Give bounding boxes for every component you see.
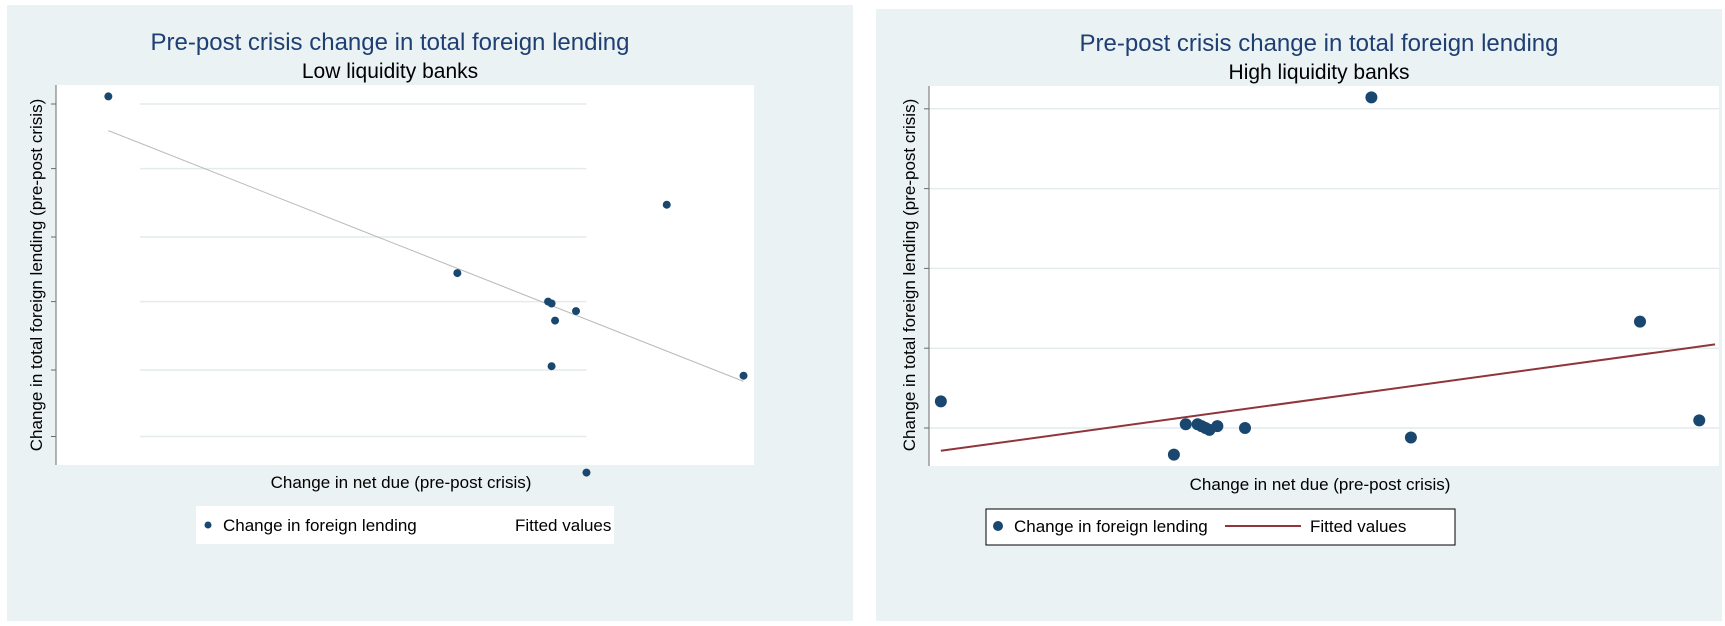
data-point	[547, 362, 556, 371]
legend-box	[196, 506, 614, 544]
data-point	[934, 395, 947, 408]
y-axis-label: Change in total foreign lending (pre-pos…	[27, 99, 46, 451]
chart-subtitle: High liquidity banks	[1229, 61, 1410, 84]
data-point	[1239, 422, 1251, 434]
data-point	[1179, 418, 1192, 431]
data-point	[572, 307, 581, 316]
data-point	[1365, 91, 1378, 104]
data-point	[1211, 420, 1224, 433]
data-point	[1693, 414, 1706, 427]
fitted-line	[940, 343, 1716, 452]
data-point	[582, 468, 591, 477]
data-point	[547, 299, 556, 308]
legend-item-scatter: Change in foreign lending	[1014, 517, 1208, 536]
plot-area	[929, 86, 1719, 466]
legend-item-fitted: Fitted values	[1310, 517, 1406, 536]
scatter-chart-low-liquidity: Pre-post crisis change in total foreign …	[27, 29, 754, 544]
legend-item-scatter: Change in foreign lending	[223, 516, 417, 535]
x-axis-label: Change in net due (pre-post crisis)	[271, 473, 532, 492]
x-axis-label: Change in net due (pre-post crisis)	[1190, 475, 1451, 494]
plot-area	[56, 85, 754, 465]
legend-marker-icon	[993, 521, 1003, 531]
data-point	[739, 371, 748, 380]
fitted-line	[108, 130, 744, 382]
chart-panel-high-liquidity: Pre-post crisis change in total foreign …	[876, 9, 1722, 621]
legend-item-fitted: Fitted values	[515, 516, 611, 535]
data-point	[551, 316, 560, 325]
chart-panel-low-liquidity: Pre-post crisis change in total foreign …	[7, 5, 853, 621]
chart-title: Pre-post crisis change in total foreign …	[151, 29, 630, 56]
y-axis-label: Change in total foreign lending (pre-pos…	[900, 99, 919, 451]
legend-box	[985, 508, 1456, 546]
data-point	[104, 92, 113, 101]
data-point	[662, 200, 671, 209]
data-point	[1634, 315, 1646, 328]
chart-title: Pre-post crisis change in total foreign …	[1080, 30, 1559, 57]
legend-marker-icon	[204, 521, 212, 529]
chart-subtitle: Low liquidity banks	[302, 60, 478, 83]
data-point	[453, 269, 462, 278]
data-point	[1404, 431, 1417, 444]
scatter-chart-high-liquidity: Pre-post crisis change in total foreign …	[900, 30, 1719, 546]
data-point	[1167, 448, 1180, 461]
